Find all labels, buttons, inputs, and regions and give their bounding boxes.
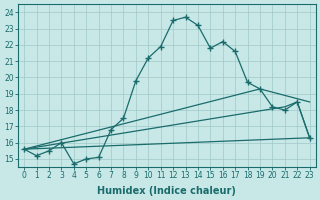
X-axis label: Humidex (Indice chaleur): Humidex (Indice chaleur) xyxy=(98,186,236,196)
